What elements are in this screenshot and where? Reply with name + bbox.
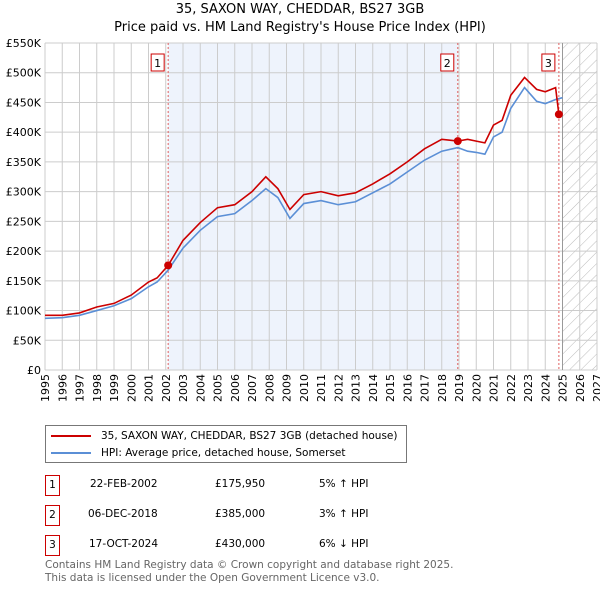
sale-label: 3 (545, 57, 552, 70)
sale-label-box (541, 53, 556, 72)
y-tick-label: £550K (6, 37, 42, 50)
copyright-text: Contains HM Land Registry data © Crown c… (45, 559, 454, 571)
date: 06-DEC-2018 (88, 508, 158, 520)
x-tick-label: 2027 (591, 374, 600, 402)
x-tick-label: 2019 (453, 374, 466, 402)
price: £430,000 (215, 538, 266, 550)
y-tick-label: £50K (13, 334, 42, 347)
red-line-swatch (51, 435, 91, 437)
x-tick-label: 2002 (160, 374, 173, 402)
legend-label: 35, SAXON WAY, CHEDDAR, BS27 3GB (detach… (101, 430, 398, 442)
marker-badge: 1 (45, 475, 60, 496)
y-tick-label: £0 (27, 364, 41, 377)
hpi-line (44, 86, 563, 320)
sale-label: 1 (154, 57, 161, 70)
legend-label: HPI: Average price, detached house, Some… (101, 447, 346, 459)
x-tick-label: 2000 (125, 374, 138, 402)
licence-text: This data is licensed under the Open Gov… (45, 572, 380, 584)
y-tick-label: £350K (6, 156, 42, 169)
x-tick-label: 2010 (298, 374, 311, 402)
x-tick-label: 1997 (74, 374, 87, 402)
chart-subtitle: Price paid vs. HM Land Registry's House … (114, 20, 486, 35)
hpi-diff: 5% ↑ HPI (319, 478, 369, 490)
x-tick-label: 2011 (315, 374, 328, 402)
legend: 35, SAXON WAY, CHEDDAR, BS27 3GB (detach… (45, 425, 407, 463)
marker-badge: 2 (45, 505, 60, 526)
x-tick-label: 1995 (39, 374, 52, 402)
hpi-diff: 3% ↑ HPI (319, 508, 369, 520)
x-tick-label: 2017 (419, 374, 432, 402)
price: £385,000 (215, 508, 266, 520)
x-tick-label: 2016 (401, 374, 414, 402)
legend-item-property: 35, SAXON WAY, CHEDDAR, BS27 3GB (detach… (51, 428, 398, 444)
x-tick-label: 2025 (557, 374, 570, 402)
price: £175,950 (215, 478, 266, 490)
sale-label-box (150, 53, 165, 72)
y-tick-label: £450K (6, 96, 42, 109)
y-tick-label: £300K (6, 186, 42, 199)
x-tick-label: 2003 (177, 374, 190, 402)
x-tick-label: 2004 (194, 374, 207, 402)
x-tick-label: 2013 (350, 374, 363, 402)
y-tick-label: £400K (6, 126, 42, 139)
sale-label: 2 (444, 57, 451, 70)
x-tick-label: 2020 (470, 374, 483, 402)
property-price-line (45, 76, 560, 317)
sale-label-box (440, 53, 455, 72)
x-tick-label: 2021 (488, 374, 501, 402)
x-tick-label: 1998 (91, 374, 104, 402)
x-tick-label: 2005 (212, 374, 225, 402)
date: 17-OCT-2024 (89, 538, 158, 550)
x-tick-label: 2009 (281, 374, 294, 402)
marker-badge: 3 (45, 535, 60, 556)
y-tick-label: £500K (6, 67, 42, 80)
x-tick-label: 2007 (246, 374, 259, 402)
x-tick-label: 2015 (384, 374, 397, 402)
y-tick-label: £250K (6, 215, 42, 228)
y-tick-label: £100K (6, 305, 42, 318)
x-tick-label: 2012 (332, 374, 345, 402)
legend-item-hpi: HPI: Average price, detached house, Some… (51, 445, 346, 461)
footer: Contains HM Land Registry data © Crown c… (45, 559, 453, 585)
y-tick-label: £200K (6, 245, 42, 258)
x-tick-label: 2018 (436, 374, 449, 402)
price-chart: 1995 1996 1997 1998 1999 2000 2001 2002 2003 2004… (6, 37, 600, 402)
x-tick-label: 2023 (522, 374, 535, 402)
x-tick-label: 2008 (263, 374, 276, 402)
x-tick-label: 2024 (539, 374, 552, 402)
shaded-ownership-period (168, 43, 458, 370)
x-tick-label: 2006 (229, 374, 242, 402)
x-tick-label: 2001 (143, 374, 156, 402)
chart-title: 35, SAXON WAY, CHEDDAR, BS27 3GB (175, 2, 425, 17)
date: 22-FEB-2002 (90, 478, 158, 490)
blue-line-swatch (51, 452, 91, 454)
x-tick-label: 2014 (367, 374, 380, 402)
x-tick-label: 1996 (56, 374, 69, 402)
x-tick-label: 2022 (505, 374, 518, 402)
x-tick-label: 2026 (574, 374, 587, 402)
sale-point (164, 261, 173, 270)
x-tick-label: 1999 (108, 374, 121, 402)
sale-point (554, 110, 563, 119)
sale-point (453, 137, 462, 146)
y-tick-label: £150K (6, 275, 42, 288)
hpi-diff: 6% ↓ HPI (319, 538, 369, 550)
